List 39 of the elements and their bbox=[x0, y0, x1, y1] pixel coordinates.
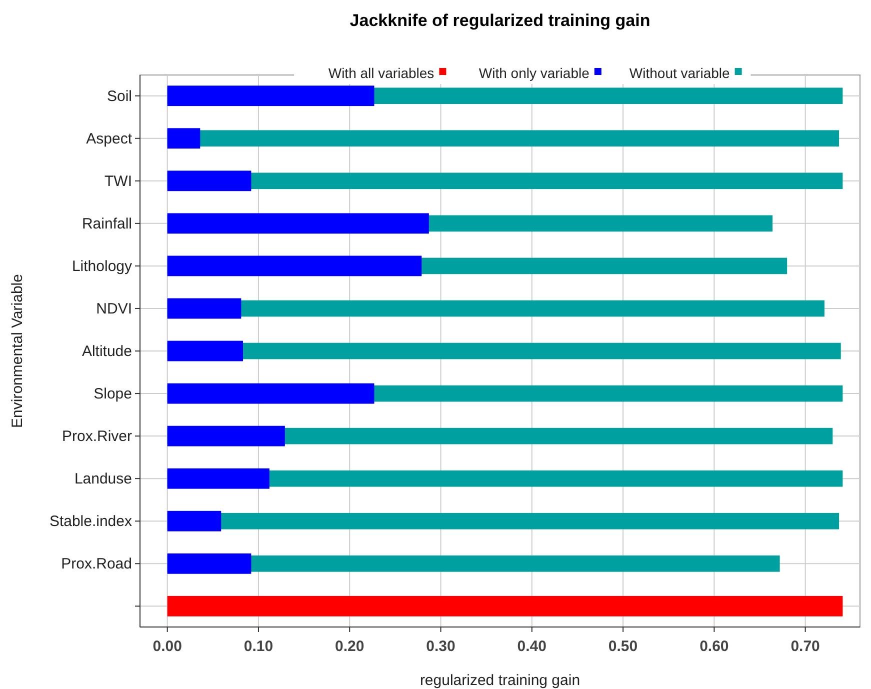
x-tick-label: 0.60 bbox=[700, 638, 729, 655]
y-tick-label: Aspect bbox=[86, 130, 133, 148]
bar bbox=[167, 340, 243, 362]
y-axis-title: Environmental Variable bbox=[9, 274, 26, 428]
x-tick-label: 0.00 bbox=[152, 638, 182, 655]
bar bbox=[167, 256, 422, 276]
bar bbox=[167, 128, 200, 149]
x-tick-label: 0.70 bbox=[790, 638, 820, 655]
bar bbox=[167, 213, 429, 234]
y-tick-label: Landuse bbox=[74, 470, 132, 488]
y-tick-label: Prox.River bbox=[62, 428, 132, 446]
legend-label: With all variables bbox=[328, 65, 434, 81]
bar bbox=[167, 468, 270, 489]
y-tick-label: Stable.index bbox=[49, 513, 132, 530]
legend-label: Without variable bbox=[629, 65, 730, 81]
bar bbox=[167, 426, 285, 446]
x-tick-label: 0.10 bbox=[244, 638, 274, 655]
x-tick-label: 0.20 bbox=[335, 638, 364, 655]
bar bbox=[167, 170, 252, 192]
bar bbox=[167, 298, 242, 319]
x-tick-label: 0.30 bbox=[426, 638, 456, 655]
y-tick-label: Lithology bbox=[72, 258, 132, 275]
y-tick-label: Prox.Road bbox=[61, 556, 132, 573]
bar bbox=[167, 383, 374, 404]
y-tick-label: Soil bbox=[106, 88, 132, 105]
x-tick-label: 0.50 bbox=[608, 638, 638, 655]
legend-label: With only variable bbox=[478, 65, 590, 81]
bar bbox=[167, 596, 843, 616]
x-axis-title: regularized training gain bbox=[420, 672, 580, 689]
chart-title: Jackknife of regularized training gain bbox=[350, 11, 650, 30]
y-tick-label: Rainfall bbox=[82, 215, 132, 232]
x-tick-label: 0.40 bbox=[517, 638, 546, 655]
y-tick-label: Slope bbox=[94, 386, 132, 403]
y-tick-label: TWI bbox=[104, 172, 132, 190]
bar bbox=[167, 553, 252, 574]
bar bbox=[167, 510, 222, 532]
y-tick-label: NDVI bbox=[96, 300, 132, 318]
bar bbox=[167, 86, 374, 106]
y-tick-label: Altitude bbox=[82, 343, 132, 360]
